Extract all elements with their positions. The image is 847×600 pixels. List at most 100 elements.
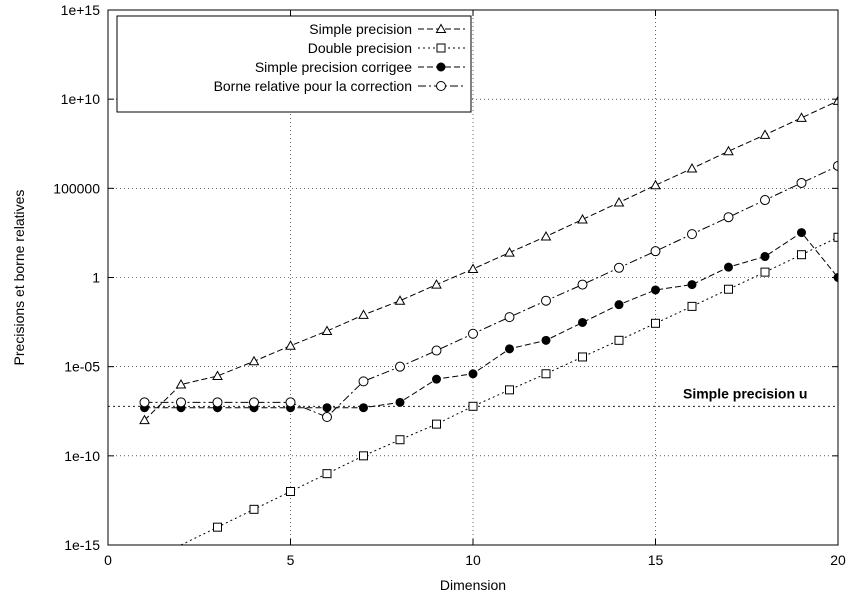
data-point xyxy=(686,162,698,173)
data-point xyxy=(614,300,624,310)
data-point xyxy=(212,370,223,380)
data-point xyxy=(723,145,734,156)
data-point xyxy=(432,419,441,429)
x-axis-label: Dimension xyxy=(440,577,506,593)
data-point xyxy=(249,397,259,408)
data-point xyxy=(797,250,806,260)
series-0 xyxy=(139,95,838,425)
data-point xyxy=(432,374,441,384)
data-point xyxy=(505,344,514,354)
data-point xyxy=(175,378,187,389)
data-point xyxy=(578,317,587,327)
data-point xyxy=(614,335,624,345)
data-point xyxy=(540,230,552,241)
data-point xyxy=(395,397,405,407)
legend-box xyxy=(116,15,472,113)
data-point xyxy=(760,252,770,262)
data-point xyxy=(577,213,588,224)
data-point xyxy=(832,95,838,105)
data-point xyxy=(796,177,807,188)
x-tick-label: 5 xyxy=(287,552,295,568)
data-point xyxy=(431,345,442,356)
data-point xyxy=(541,335,551,345)
x-tick-label: 10 xyxy=(465,552,481,568)
data-point xyxy=(724,284,733,294)
data-point xyxy=(468,369,478,379)
data-point xyxy=(723,212,734,223)
y-tick-label: 1e+15 xyxy=(61,2,101,18)
data-point xyxy=(468,401,478,411)
data-point xyxy=(358,309,369,319)
y-tick-label: 1e+10 xyxy=(61,91,101,107)
legend-label: Simple precision xyxy=(309,21,412,37)
data-point xyxy=(321,325,333,335)
legend: Simple precision Double precision Simple p… xyxy=(116,15,472,113)
data-point xyxy=(833,232,838,242)
data-point xyxy=(285,397,296,408)
series-2 xyxy=(140,228,838,413)
data-point xyxy=(687,229,697,240)
series-line xyxy=(144,165,838,418)
data-point xyxy=(541,369,551,379)
data-point xyxy=(139,397,150,408)
data-point xyxy=(541,295,551,306)
data-point xyxy=(394,295,406,305)
data-point xyxy=(505,385,514,395)
legend-label: Double precision xyxy=(308,40,412,56)
series-3 xyxy=(139,160,838,423)
data-point xyxy=(504,312,515,323)
series-line xyxy=(144,100,838,421)
legend-marker xyxy=(436,81,446,91)
data-point xyxy=(760,195,770,206)
data-point xyxy=(248,355,260,366)
ticks: 0 5 10 15 20 1e-15 1e-10 1e-05 1 100000 1e+10 1e+15 xyxy=(53,2,846,568)
data-point xyxy=(359,403,368,413)
data-point xyxy=(322,469,332,479)
data-point xyxy=(613,197,625,207)
data-point xyxy=(176,397,186,408)
y-tick-label: 1e-10 xyxy=(64,448,100,464)
data-point xyxy=(139,414,150,425)
data-point xyxy=(504,247,515,257)
series-1 xyxy=(180,232,838,545)
y-axis-label: Precisions et borne relatives xyxy=(11,190,27,366)
data-point xyxy=(651,285,660,295)
data-point xyxy=(578,352,587,362)
data-point xyxy=(796,112,807,122)
x-tick-label: 15 xyxy=(648,552,664,568)
data-point xyxy=(212,397,223,408)
data-point xyxy=(322,403,332,413)
data-point xyxy=(687,301,697,311)
legend-marker xyxy=(436,62,446,72)
data-point xyxy=(468,328,478,339)
data-point xyxy=(249,504,259,514)
data-point xyxy=(797,228,806,238)
data-point xyxy=(395,361,405,372)
grid xyxy=(108,10,838,545)
data-point xyxy=(286,487,295,496)
series-group xyxy=(139,95,838,545)
legend-label: Simple precision corrigee xyxy=(255,59,412,75)
data-point xyxy=(614,262,624,273)
legend-label: Borne relative pour la correction xyxy=(214,78,412,94)
y-tick-label: 1 xyxy=(92,270,100,286)
data-point xyxy=(285,340,296,350)
legend-marker xyxy=(436,43,446,53)
data-point xyxy=(651,318,660,328)
y-tick-label: 100000 xyxy=(53,180,100,196)
x-tick-label: 0 xyxy=(104,552,112,568)
legend-marker xyxy=(435,23,447,33)
data-point xyxy=(833,160,838,171)
x-tick-label: 20 xyxy=(830,552,846,568)
data-point xyxy=(213,522,222,532)
data-point xyxy=(759,129,771,139)
data-point xyxy=(760,267,770,277)
data-point xyxy=(687,280,697,290)
data-point xyxy=(650,246,661,257)
y-tick-label: 1e-05 xyxy=(64,359,100,375)
data-point xyxy=(322,412,332,423)
data-point xyxy=(467,263,479,273)
series-line xyxy=(144,231,838,409)
data-point xyxy=(650,179,661,190)
